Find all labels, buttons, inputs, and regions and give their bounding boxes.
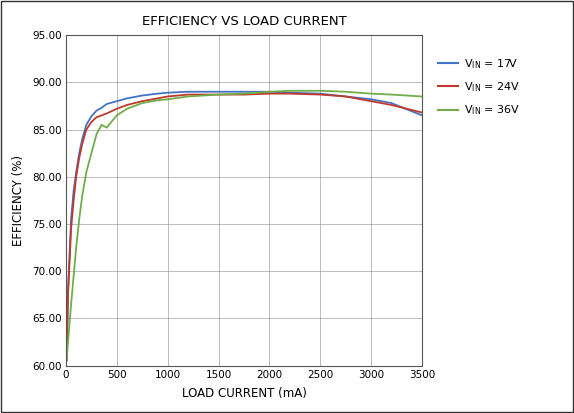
X-axis label: LOAD CURRENT (mA): LOAD CURRENT (mA) [181,387,307,400]
Legend: $\mathregular{V_{IN}}$ = 17V, $\mathregular{V_{IN}}$ = 24V, $\mathregular{V_{IN}: $\mathregular{V_{IN}}$ = 17V, $\mathregu… [438,57,520,117]
Y-axis label: EFFICIENCY (%): EFFICIENCY (%) [12,155,25,246]
Title: EFFICIENCY VS LOAD CURRENT: EFFICIENCY VS LOAD CURRENT [142,15,346,28]
